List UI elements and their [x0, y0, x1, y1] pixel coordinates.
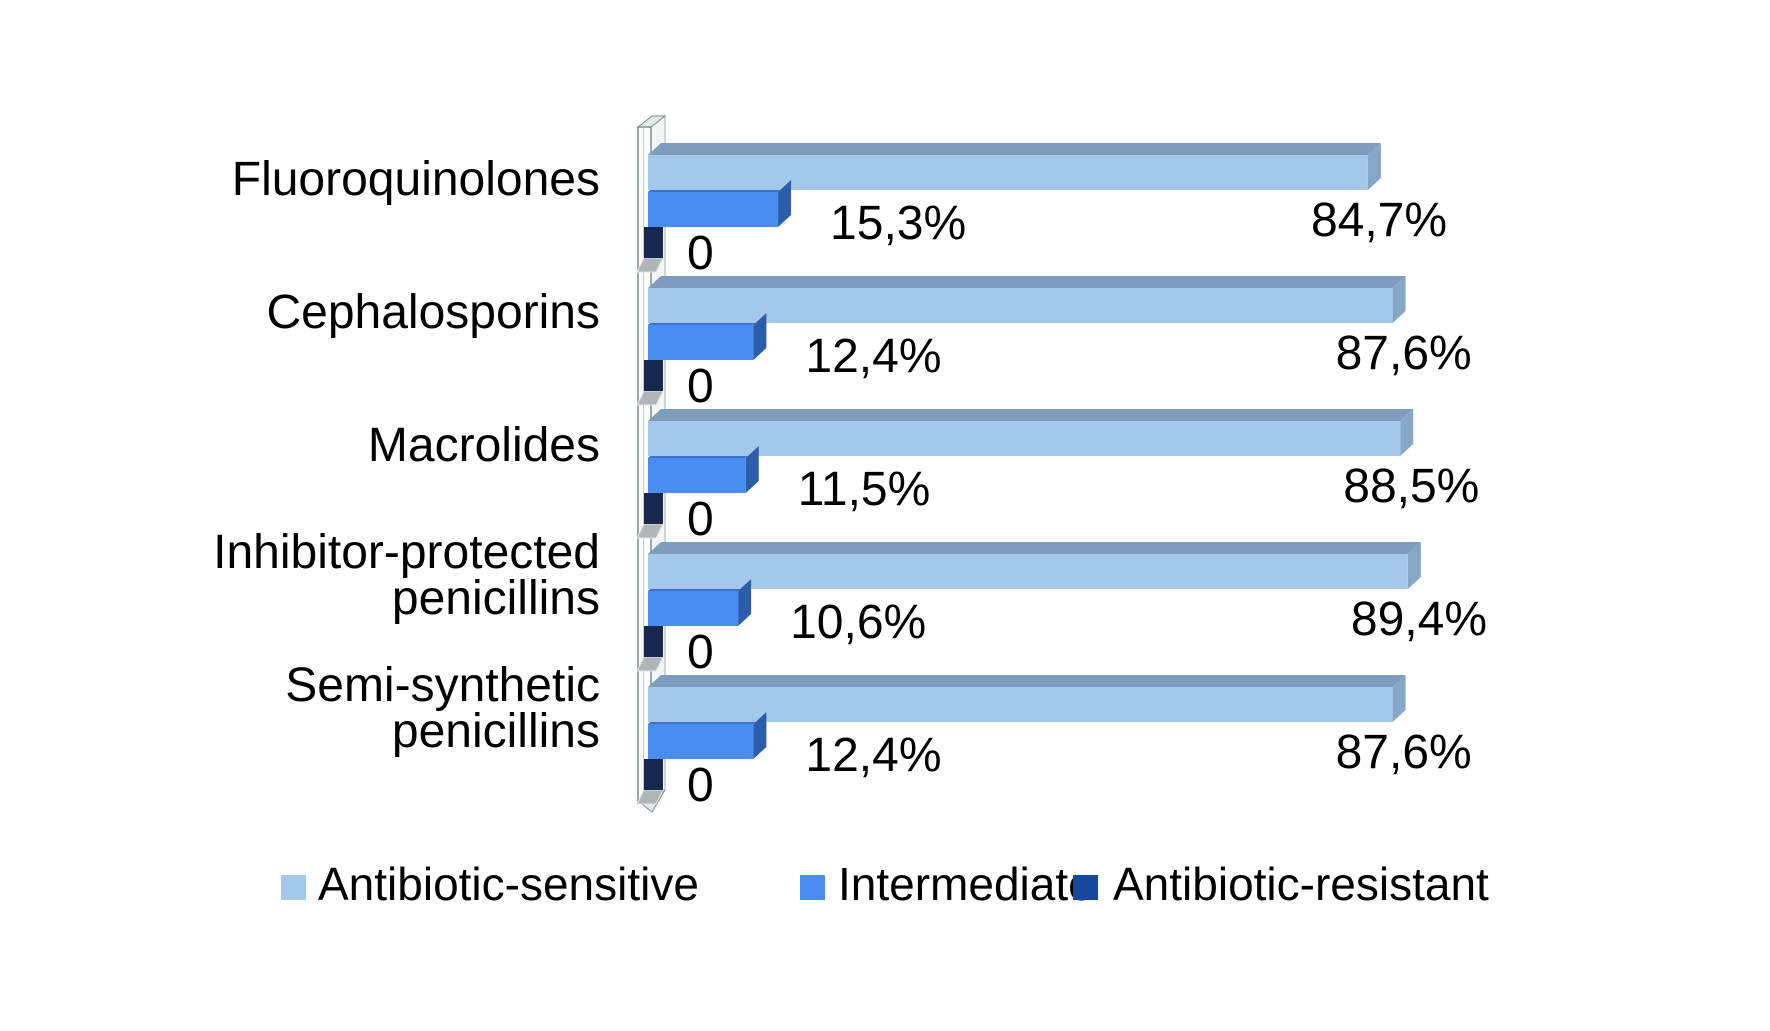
intermediate-bar-side [753, 313, 767, 360]
intermediate-bar [648, 458, 746, 493]
category-label-line1: Semi-synthetic [285, 659, 600, 712]
bar-group-fluoroquinolones: 0 15,3% 84,7% Fluoroquinolones [232, 143, 1447, 280]
sensitive-value-label: 87,6% [1336, 327, 1472, 380]
sensitive-value-label: 84,7% [1311, 194, 1447, 247]
legend-label-antibiotic-sensitive: Antibiotic-sensitive [318, 858, 699, 910]
sensitive-bar-side [1392, 276, 1406, 323]
category-label: Fluoroquinolones [232, 153, 600, 206]
intermediate-value-label: 12,4% [805, 729, 941, 782]
category-label-line2: penicillins [392, 572, 600, 625]
bar-group-cephalosporins: 0 12,4% 87,6% Cephalosporins [266, 276, 1472, 413]
bar-group-macrolides: 0 11,5% 88,5% Macrolides [368, 409, 1479, 546]
sensitive-bar-top [648, 542, 1421, 554]
resistant-value-label: 0 [687, 759, 714, 812]
sensitive-value-label: 89,4% [1351, 593, 1487, 646]
sensitive-value-label: 88,5% [1343, 460, 1479, 513]
resistant-value-label: 0 [687, 360, 714, 413]
sensitive-bar-top [648, 675, 1406, 687]
intermediate-bar-side [738, 579, 752, 626]
intermediate-bar-side [753, 712, 767, 759]
category-label-line2: penicillins [392, 705, 600, 758]
intermediate-bar [648, 325, 754, 360]
resistant-bar [644, 493, 663, 524]
sensitive-bar-top [648, 276, 1406, 288]
sensitive-bar [648, 687, 1393, 722]
intermediate-bar-side [745, 446, 759, 493]
category-label: Cephalosporins [266, 286, 600, 339]
sensitive-bar-top [648, 409, 1414, 421]
intermediate-bar-side [778, 180, 792, 227]
intermediate-bar [648, 724, 754, 759]
sensitive-bar [648, 554, 1408, 589]
bar-group-inhibitor-protected: 0 10,6% 89,4% Inhibitor-protectedpenicillin… [213, 526, 1487, 679]
sensitive-bar-top [648, 143, 1381, 155]
intermediate-bar [648, 192, 779, 227]
intermediate-value-label: 12,4% [805, 330, 941, 383]
sensitive-value-label: 87,6% [1336, 726, 1472, 779]
sensitive-bar-side [1392, 675, 1406, 722]
sensitive-bar [648, 421, 1401, 456]
intermediate-bar [648, 591, 739, 626]
sensitive-bar-side [1407, 542, 1421, 589]
legend-label-intermediate: Intermediate [838, 858, 1094, 910]
intermediate-value-label: 15,3% [830, 197, 966, 250]
sensitive-bar [648, 155, 1368, 190]
sensitive-bar [648, 288, 1393, 323]
sensitive-bar-side [1400, 409, 1414, 456]
sensitive-bar-side [1367, 143, 1381, 190]
resistant-value-label: 0 [687, 626, 714, 679]
resistant-value-label: 0 [687, 227, 714, 280]
intermediate-value-label: 11,5% [798, 463, 931, 516]
category-label: Macrolides [368, 419, 600, 472]
resistant-bar [644, 626, 663, 657]
intermediate-value-label: 10,6% [790, 596, 926, 649]
legend-swatch-intermediate [800, 875, 825, 900]
category-label-line1: Inhibitor-protected [213, 526, 600, 579]
resistant-bar [644, 360, 663, 391]
resistant-bar [644, 227, 663, 258]
legend-swatch-antibiotic-resistant [1073, 875, 1098, 900]
legend-label-antibiotic-resistant: Antibiotic-resistant [1113, 858, 1489, 910]
legend-swatch-antibiotic-sensitive [281, 875, 306, 900]
resistant-value-label: 0 [687, 493, 714, 546]
resistant-bar [644, 759, 663, 790]
